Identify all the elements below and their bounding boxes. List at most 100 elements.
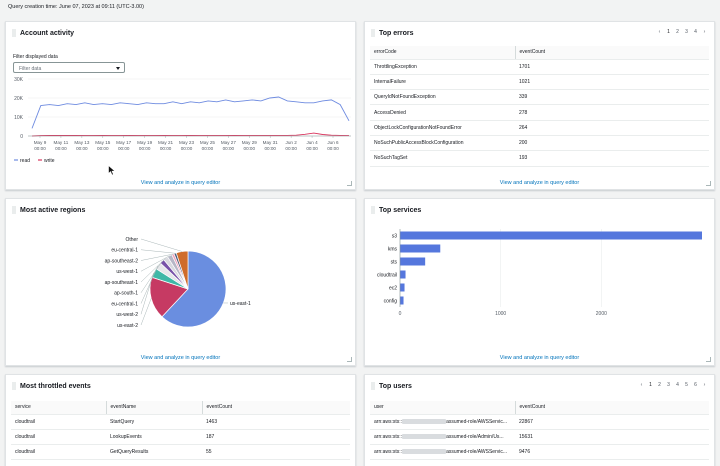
- x-tick-sublabel: 00:00: [118, 146, 130, 151]
- page-number[interactable]: 5: [685, 382, 688, 388]
- x-tick-label: May 19: [137, 140, 153, 145]
- table-row: ObjectLockConfigurationNotFoundError 264: [370, 120, 709, 136]
- x-tick-sublabel: 00:00: [139, 146, 151, 151]
- x-tick-label: 0: [399, 311, 402, 317]
- drag-handle-icon[interactable]: [12, 29, 16, 37]
- drag-handle-icon[interactable]: [371, 382, 375, 390]
- query-editor-link[interactable]: View and analyze in query editor: [499, 180, 580, 186]
- query-editor-link[interactable]: View and analyze in query editor: [140, 180, 221, 186]
- x-tick-label: Jun 2: [286, 140, 298, 145]
- top-errors-panel: Top errors ‹ 1 2 3 4 › errorCode eventCount T…: [364, 21, 715, 190]
- panel-header: Account activity: [6, 22, 355, 44]
- throttled-events-panel: Most throttled events service eventName …: [5, 374, 356, 466]
- panel-header: Most throttled events: [6, 375, 355, 397]
- page-number[interactable]: 2: [658, 382, 661, 388]
- x-tick-sublabel: 00:00: [160, 146, 172, 151]
- page-number[interactable]: 4: [694, 29, 697, 35]
- table-row: AccessDenied 278: [370, 104, 709, 121]
- page-number[interactable]: 3: [685, 29, 688, 35]
- legend-label: write: [44, 158, 55, 164]
- table-cell: 1701: [515, 59, 709, 75]
- table-cell: QueryIdNotFoundException: [370, 89, 515, 106]
- pie-label: us-east-1: [230, 301, 251, 307]
- x-tick-sublabel: 00:00: [223, 146, 235, 151]
- y-tick-label: 30K: [14, 77, 24, 83]
- drag-handle-icon[interactable]: [371, 206, 375, 214]
- x-tick-label: 1000: [495, 311, 506, 317]
- table-cell: 187: [202, 429, 350, 446]
- column-header[interactable]: service: [11, 401, 106, 415]
- pie-label: eu-central-1: [111, 301, 138, 307]
- drag-handle-icon[interactable]: [371, 29, 375, 37]
- panel-title: Account activity: [20, 29, 75, 37]
- cell-text: arn:aws:sts::: [374, 418, 403, 425]
- column-header[interactable]: errorCode: [370, 46, 515, 60]
- cell-text: arn:aws:sts::: [374, 449, 403, 456]
- y-tick-label: s3: [392, 233, 398, 239]
- throttled-table-wrap: service eventName eventCount cloudtrail S…: [11, 401, 350, 461]
- panel-header: Top users: [365, 375, 714, 397]
- x-tick-sublabel: 00:00: [34, 146, 46, 151]
- pagination: ‹ 1 2 3 4 5 6 ›: [638, 382, 708, 388]
- x-tick-label: Jun 4: [306, 140, 318, 145]
- bar: [400, 283, 405, 292]
- query-editor-link[interactable]: View and analyze in query editor: [140, 355, 221, 361]
- next-page-icon[interactable]: ›: [703, 29, 706, 35]
- leader-line: [140, 255, 170, 272]
- column-header[interactable]: user: [370, 401, 515, 415]
- resize-handle-icon[interactable]: [347, 357, 352, 362]
- previous-page-icon[interactable]: ‹: [658, 29, 661, 35]
- column-header[interactable]: eventName: [105, 401, 202, 415]
- column-header[interactable]: eventCount: [514, 46, 709, 60]
- x-tick-label: May 15: [95, 140, 111, 145]
- pie-label: us-west-2: [116, 312, 138, 318]
- x-tick-label: May 31: [263, 140, 279, 145]
- resize-handle-icon[interactable]: [706, 357, 711, 362]
- query-creation-time: Query creation time: June 07, 2023 at 09…: [8, 4, 144, 10]
- leader-line: [140, 298, 152, 326]
- leader-line: [140, 258, 166, 283]
- page-number[interactable]: 3: [667, 382, 670, 388]
- x-tick-sublabel: 00:00: [264, 146, 276, 151]
- series-line-read: [31, 96, 350, 129]
- table-row: ThrottlingException 1701: [370, 59, 709, 75]
- throttled-table: service eventName eventCount cloudtrail S…: [11, 401, 350, 461]
- account-activity-panel: Account activity Filter displayed data F…: [5, 21, 356, 190]
- leader-line: [140, 249, 176, 254]
- drag-handle-icon[interactable]: [12, 382, 16, 390]
- pie-label: us-west-1: [116, 269, 138, 275]
- series-line-write: [31, 132, 350, 137]
- cell-text: arn:aws:sts::: [374, 433, 403, 440]
- x-tick-label: May 17: [116, 140, 132, 145]
- bar: [400, 296, 404, 305]
- x-tick-label: May 23: [179, 140, 195, 145]
- previous-page-icon[interactable]: ‹: [640, 382, 643, 388]
- column-header[interactable]: eventCount: [201, 401, 350, 415]
- leader-line: [140, 265, 159, 304]
- resize-handle-icon[interactable]: [347, 181, 352, 186]
- query-editor-link[interactable]: View and analyze in query editor: [499, 355, 580, 361]
- panel-header: Top errors: [365, 22, 714, 44]
- page-number[interactable]: 6: [694, 382, 697, 388]
- bar: [400, 270, 406, 279]
- table-row: cloudtrail GetQueryResults 55: [11, 444, 350, 461]
- y-tick-label: ec2: [389, 285, 397, 291]
- pie-slice: [149, 276, 189, 318]
- x-tick-sublabel: 00:00: [76, 146, 88, 151]
- x-tick-sublabel: 00:00: [202, 146, 214, 151]
- services-bar-chart: 0 1000 2000 s3 kms sts cloudtrail ec2 config: [377, 229, 702, 317]
- resize-handle-icon[interactable]: [706, 181, 711, 186]
- x-tick-sublabel: 00:00: [181, 146, 193, 151]
- y-tick-label: sts: [391, 259, 398, 265]
- filter-dropdown[interactable]: Filter data: [13, 62, 125, 73]
- page-number[interactable]: 2: [676, 29, 679, 35]
- x-tick-sublabel: 00:00: [55, 146, 67, 151]
- page-number[interactable]: 4: [676, 382, 679, 388]
- drag-handle-icon[interactable]: [12, 206, 16, 214]
- column-header[interactable]: eventCount: [514, 401, 709, 415]
- leader-line: [140, 261, 163, 293]
- next-page-icon[interactable]: ›: [703, 382, 706, 388]
- page-number[interactable]: 1: [649, 382, 652, 388]
- page-number[interactable]: 1: [667, 29, 670, 35]
